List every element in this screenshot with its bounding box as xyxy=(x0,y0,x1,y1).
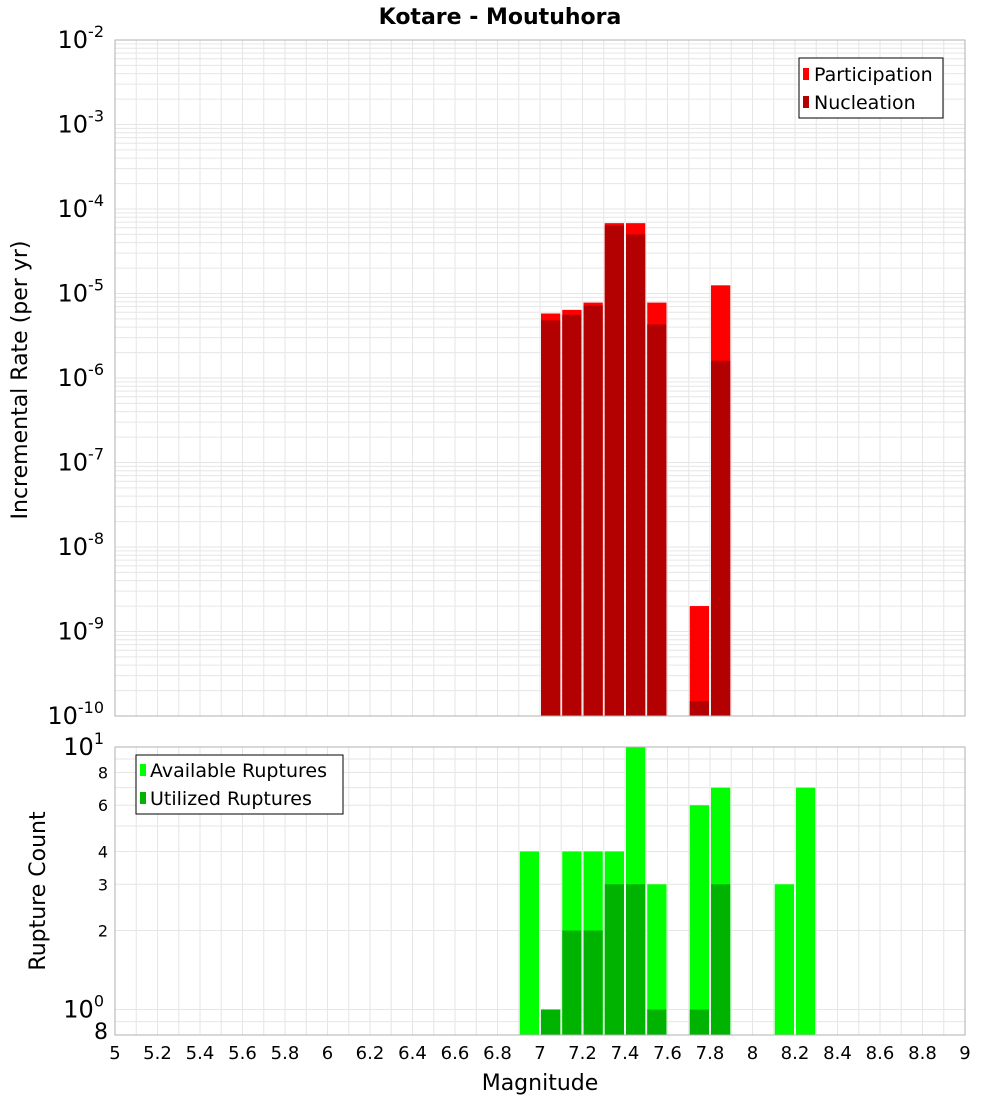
x-tick-label: 7.8 xyxy=(696,1043,725,1064)
legend-swatch xyxy=(803,96,809,108)
available-bar xyxy=(774,884,794,1035)
x-tick-label: 5.6 xyxy=(228,1043,257,1064)
legend-swatch xyxy=(140,764,146,776)
x-tick-label: 8.8 xyxy=(908,1043,937,1064)
chart-title: Kotare - Moutuhora xyxy=(379,5,622,30)
nucleation-bar xyxy=(626,234,646,717)
legend-label: Available Ruptures xyxy=(150,760,327,782)
available-bar xyxy=(689,805,709,1035)
legend-label: Nucleation xyxy=(814,92,916,114)
utilized-bars xyxy=(541,884,731,1035)
nucleation-bars xyxy=(541,225,731,717)
x-tick-label: 9 xyxy=(959,1043,970,1064)
y-tick-label: 100 xyxy=(63,992,104,1024)
y-tick-label: 3 xyxy=(98,875,108,894)
utilized-bar xyxy=(604,884,624,1035)
utilized-bar xyxy=(562,930,582,1035)
x-axis-label: Magnitude xyxy=(482,1071,599,1096)
x-tick-label: 6 xyxy=(322,1043,333,1064)
utilized-bar xyxy=(711,884,731,1035)
x-tick-label: 5.2 xyxy=(143,1043,172,1064)
y-tick-label: 101 xyxy=(63,729,104,761)
nucleation-bar xyxy=(562,314,582,716)
x-tick-label: 6.6 xyxy=(441,1043,470,1064)
utilized-bar xyxy=(541,1009,561,1035)
x-tick-label: 6.2 xyxy=(356,1043,385,1064)
x-tick-label: 7.2 xyxy=(568,1043,597,1064)
x-tick-label: 7.4 xyxy=(611,1043,640,1064)
x-tick-label: 6.8 xyxy=(483,1043,512,1064)
nucleation-bar xyxy=(689,701,709,716)
x-tick-label: 8.4 xyxy=(823,1043,852,1064)
y-tick-label: 2 xyxy=(98,922,108,941)
rate-plot: 10-10 10-9 10-8 10-7 10-6 10-5 10-4 10-3 10-2 Par… xyxy=(47,22,966,730)
y-tick-label: 10-6 xyxy=(58,360,105,392)
x-tick-label: 8 xyxy=(747,1043,758,1064)
x-tick-label: 8.6 xyxy=(866,1043,895,1064)
y-tick-label: 10-2 xyxy=(58,22,105,54)
x-tick-label: 8.2 xyxy=(781,1043,810,1064)
legend-label: Utilized Ruptures xyxy=(150,788,312,810)
nucleation-bar xyxy=(647,324,667,716)
bottom-y-axis-label: Rupture Count xyxy=(26,811,51,971)
y-tick-label: 10-5 xyxy=(58,276,105,308)
y-tick-label: 4 xyxy=(98,842,108,861)
participation-bar xyxy=(689,606,709,716)
utilized-bar xyxy=(647,1009,667,1035)
utilized-bar xyxy=(689,1009,709,1035)
y-tick-label: 10-3 xyxy=(58,107,105,139)
y-tick-label: 10-10 xyxy=(47,698,104,730)
available-bar xyxy=(519,851,539,1035)
y-tick-label: 6 xyxy=(98,796,108,815)
x-tick-label: 6.4 xyxy=(398,1043,427,1064)
legend-swatch xyxy=(803,68,809,80)
legend-box xyxy=(135,754,344,815)
nucleation-bar xyxy=(541,320,561,716)
legend-swatch xyxy=(140,792,146,804)
rate-y-ticks: 10-10 10-9 10-8 10-7 10-6 10-5 10-4 10-3 10-2 xyxy=(47,22,104,730)
y-tick-label: 10-7 xyxy=(58,445,105,477)
nucleation-bar xyxy=(604,225,624,716)
rate-grid xyxy=(114,39,966,717)
rate-legend: Participation Nucleation xyxy=(798,57,944,119)
x-tick-label: 5.4 xyxy=(186,1043,215,1064)
rupture-plot-frame xyxy=(114,746,966,1036)
utilized-bar xyxy=(626,884,646,1035)
rupture-legend: Available Ruptures Utilized Ruptures xyxy=(135,754,344,815)
available-bar xyxy=(796,787,816,1035)
legend-label: Participation xyxy=(814,64,933,86)
utilized-bar xyxy=(583,930,603,1035)
x-axis-ticks: 5 5.2 5.4 5.6 5.8 6 6.2 6.4 6.6 6.8 7 7.2 7.4 7.6 7.8 8… xyxy=(109,1043,970,1064)
rate-plot-frame xyxy=(114,39,966,717)
y-tick-label: 10-8 xyxy=(58,529,105,561)
top-y-axis-label: Incremental Rate (per yr) xyxy=(8,241,33,520)
y-tick-label: 8 xyxy=(98,763,108,782)
available-bar xyxy=(647,884,667,1035)
y-tick-label: 8 xyxy=(94,1020,108,1045)
x-tick-label: 7 xyxy=(534,1043,545,1064)
x-tick-label: 5.8 xyxy=(271,1043,300,1064)
nucleation-bar xyxy=(711,360,731,716)
y-tick-label: 10-9 xyxy=(58,614,105,646)
nucleation-bar xyxy=(583,305,603,716)
x-tick-label: 5 xyxy=(109,1043,120,1064)
y-tick-label: 10-4 xyxy=(58,191,105,223)
legend-box xyxy=(798,57,944,119)
x-tick-label: 7.6 xyxy=(653,1043,682,1064)
